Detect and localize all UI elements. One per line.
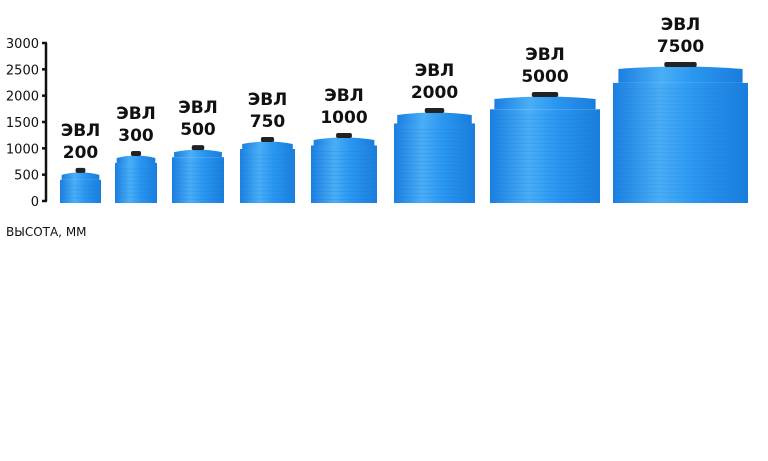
y-tick-label: 500	[14, 169, 39, 184]
tank-top	[494, 96, 596, 110]
tank-label-volume: 300	[118, 126, 154, 146]
tank-cap	[424, 108, 445, 114]
y-tick-label: 3000	[6, 37, 39, 52]
tank-label-series: ЭВЛ	[661, 15, 701, 35]
tank-cap	[130, 150, 142, 156]
tank-label-volume: 200	[63, 143, 99, 163]
tank-label-series: ЭВЛ	[178, 98, 218, 118]
tank-label-series: ЭВЛ	[525, 45, 565, 65]
tank-body	[613, 82, 748, 203]
y-tick-label: 2500	[6, 63, 39, 78]
tank-body	[172, 157, 224, 203]
tank-body	[311, 145, 377, 203]
tank-label-volume: 7500	[657, 37, 704, 57]
tank-label-volume: 750	[250, 112, 286, 132]
tank-label-volume: 1000	[320, 108, 367, 128]
y-tick-label: 1500	[6, 116, 39, 131]
tank-top	[174, 149, 222, 158]
tank-cap	[75, 167, 86, 173]
tank-cap	[531, 91, 559, 97]
tank-cap	[664, 61, 697, 67]
tank-top	[313, 137, 375, 146]
y-tick-label: 1000	[6, 142, 39, 157]
tank-cap	[191, 145, 205, 151]
tank-label-volume: 500	[180, 120, 216, 140]
tank-label-series: ЭВЛ	[415, 61, 455, 81]
tank-body	[115, 162, 157, 203]
tank-top	[397, 112, 472, 124]
y-tick-label: 2000	[6, 90, 39, 105]
tank-label-series: ЭВЛ	[116, 104, 156, 124]
tank-label-volume: 5000	[521, 67, 568, 87]
tank-top	[618, 66, 743, 83]
tank-top	[242, 141, 293, 150]
tank-label-series: ЭВЛ	[248, 90, 288, 110]
y-axis-label: ВЫСОТА, ММ	[6, 225, 87, 239]
y-tick-label: 0	[31, 195, 39, 210]
tank-label-volume: 2000	[411, 83, 458, 103]
tank-cap	[336, 133, 352, 139]
tank-label-series: ЭВЛ	[324, 86, 364, 106]
tank-body	[240, 149, 295, 203]
tank-body	[490, 109, 600, 203]
tank-cap	[260, 137, 275, 143]
tank-label-series: ЭВЛ	[61, 121, 101, 141]
tank-top	[61, 172, 100, 180]
tank-body	[394, 123, 475, 203]
tank-top	[116, 155, 156, 163]
tank-body	[60, 179, 101, 203]
